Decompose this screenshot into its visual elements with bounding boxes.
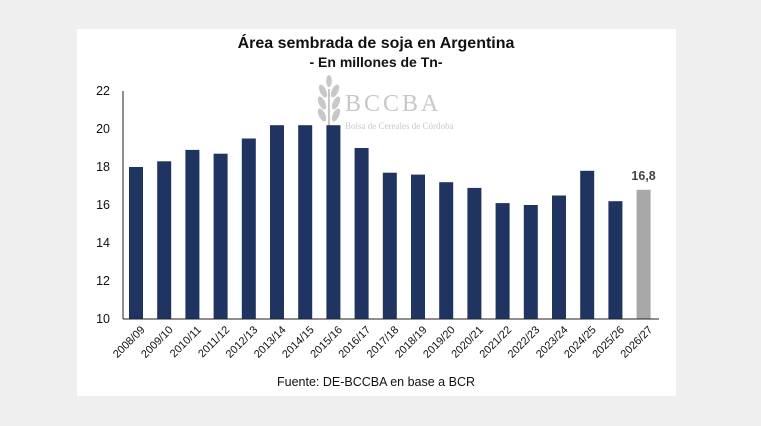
data-label: 16,8 [631,169,655,183]
bar-2026-27 [636,189,651,319]
bar-2011-12 [213,153,228,319]
y-tick-label: 10 [96,312,110,326]
bar-2009-10 [157,161,172,319]
bar-chart: BCCBA Bolsa de Cereales de Córdoba Área … [96,33,659,389]
bar-2020-21 [467,187,482,319]
bar-2021-22 [495,203,510,319]
watermark-logo: BCCBA Bolsa de Cereales de Córdoba [317,75,453,131]
bar-2023-24 [552,195,566,319]
x-tick-label: 2026/27 [619,324,656,361]
y-tick-label: 20 [96,122,110,136]
data-labels: 16,8 [631,169,655,183]
bars [129,125,651,319]
bar-2012-13 [241,138,256,319]
y-tick-label: 12 [96,274,110,288]
bar-2017-18 [382,172,397,319]
y-axis-ticks: 10 12 14 16 18 20 22 [96,84,110,326]
bar-2022-23 [523,205,538,319]
bar-2008-09 [129,167,143,319]
bar-2015-16 [326,125,341,319]
chart-subtitle: - En millones de Tn- [309,54,442,70]
watermark-tagline: Bolsa de Cereales de Córdoba [345,121,453,131]
y-tick-label: 18 [96,160,110,174]
bar-2024-25 [580,170,595,319]
watermark-name: BCCBA [345,91,441,117]
x-axis-ticks: 2008/092009/102010/112011/122012/132013/… [111,324,655,361]
bar-2019-20 [439,182,454,319]
source-note: Fuente: DE-BCCBA en base a BCR [277,375,475,389]
chart-card: BCCBA Bolsa de Cereales de Córdoba Área … [77,29,676,396]
bar-2010-11 [185,149,200,319]
bar-2013-14 [270,125,284,319]
bar-2025-26 [608,201,623,319]
bar-2016-17 [354,148,369,319]
chart-title: Área sembrada de soja en Argentina [238,33,515,52]
y-tick-label: 16 [96,198,110,212]
bar-2014-15 [298,125,313,319]
y-tick-label: 14 [96,236,110,250]
wheat-icon [317,75,341,131]
bar-2018-19 [411,174,425,319]
y-tick-label: 22 [96,84,110,98]
